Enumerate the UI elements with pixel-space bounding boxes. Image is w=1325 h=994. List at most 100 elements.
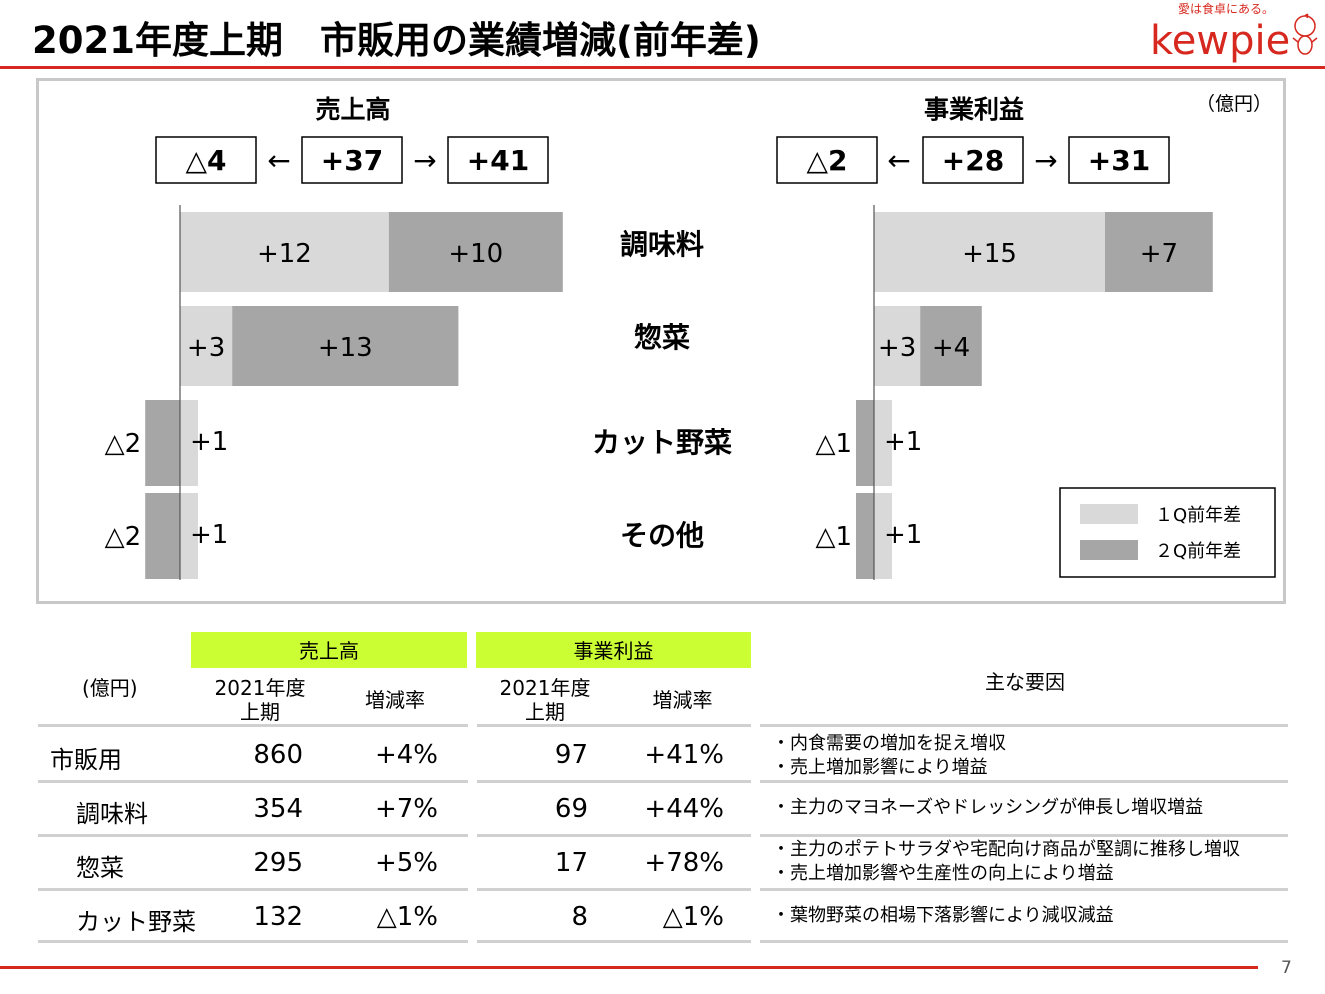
table-divider (760, 888, 1288, 891)
legend-swatch-q2 (1080, 540, 1138, 560)
profit-rate-header: 増減率 (652, 688, 713, 712)
sales-q1-label: +3 (187, 333, 225, 363)
legend-box (1059, 487, 1276, 578)
sales-value: 860 (253, 740, 303, 770)
table-divider (477, 780, 751, 783)
profit-q1-bar (874, 493, 892, 579)
sales-value: 132 (253, 902, 303, 932)
table-divider (477, 834, 751, 837)
profit-q1-total-box (776, 136, 878, 184)
profit-q1-bar (874, 400, 892, 486)
legend-swatch-q1 (1080, 504, 1138, 524)
reason-line: ・売上増加影響や生産性の向上により増益 (772, 863, 1114, 884)
table-divider (760, 780, 1288, 783)
reason-line: ・葉物野菜の相場下落影響により減収減益 (772, 905, 1114, 926)
period-label-line2: 上期 (240, 700, 280, 724)
sales-q2-bar (388, 212, 563, 292)
sales-q2-total: +37 (321, 144, 383, 177)
period-label-line1: 2021年度 (214, 676, 306, 700)
reason-header: 主な要因 (985, 670, 1065, 694)
table-divider (38, 940, 468, 943)
table-header-sales: 売上高 (191, 632, 467, 668)
sales-chart-title: 売上高 (315, 95, 390, 124)
profit-q2-total: +28 (942, 144, 1004, 177)
table-divider (760, 724, 1288, 727)
period-label-line2: 上期 (525, 700, 565, 724)
table-unit-label: (億円) (82, 676, 138, 700)
profit-q1-bar (874, 212, 1105, 292)
profit-rate: +41% (644, 740, 724, 770)
sales-arrow-right: → (413, 144, 436, 177)
profit-q2-label: +4 (932, 333, 970, 363)
sales-q2-bar (145, 493, 180, 579)
sales-q2-total-box (301, 136, 403, 184)
table-header-profit: 事業利益 (476, 632, 751, 668)
footer-rule (0, 966, 1258, 969)
row-name: 市販用 (50, 746, 122, 774)
profit-q1-label: +1 (884, 427, 922, 457)
table-divider (38, 780, 468, 783)
sales-rate: +4% (374, 740, 438, 770)
category-label: 調味料 (620, 228, 704, 261)
table-divider (477, 724, 751, 727)
unit-label: （億円） (1196, 93, 1272, 115)
reason-line: ・主力のポテトサラダや宅配向け商品が堅調に推移し増収 (772, 839, 1240, 860)
table-divider (477, 940, 751, 943)
sales-rate: +5% (374, 848, 438, 878)
table-divider (38, 724, 468, 727)
sales-q1-bar (180, 400, 198, 486)
summary-table: 売上高 事業利益 (億円) 2021年度 上期 増減率 2021年度 上期 増減… (0, 630, 1325, 950)
sales-period-header: 2021年度 上期 (200, 676, 320, 724)
sales-q1-bar (180, 306, 233, 386)
profit-arrow-right: → (1034, 144, 1057, 177)
legend-label-q1: １Q前年差 (1155, 505, 1241, 526)
profit-rate: +44% (644, 794, 724, 824)
sales-rate: △1% (376, 902, 438, 932)
header-rule (0, 66, 1325, 69)
sales-rate: +7% (374, 794, 438, 824)
profit-chart-title: 事業利益 (924, 95, 1024, 124)
profit-q2-label: △1 (815, 429, 852, 459)
category-label: その他 (620, 519, 704, 552)
brand-tagline: 愛は食卓にある。 (1178, 2, 1275, 16)
profit-value: 97 (554, 740, 588, 770)
reason-line: ・売上増加影響により増益 (772, 757, 988, 778)
profit-q1-total: △2 (806, 144, 847, 177)
reason-line: ・主力のマヨネーズやドレッシングが伸長し増収増益 (772, 797, 1204, 818)
sales-q2-label: △2 (105, 429, 142, 459)
row-name: カット野菜 (76, 908, 196, 936)
sales-q2-bar (145, 400, 180, 486)
kewpie-doll-icon (1292, 13, 1318, 55)
profit-period-header: 2021年度 上期 (485, 676, 605, 724)
sales-q1-bar (180, 493, 198, 579)
sales-q1-total: △4 (185, 144, 226, 177)
row-name: 調味料 (76, 800, 148, 828)
brand-logo: kewpie (1150, 18, 1291, 64)
sales-q2-label: +13 (318, 333, 373, 363)
sales-q1-total-box (155, 136, 257, 184)
page-title: 2021年度上期 市販用の業績増減(前年差) (32, 19, 761, 62)
sales-value: 295 (253, 848, 303, 878)
sales-q1-label: +12 (257, 239, 312, 269)
sales-total: +41 (467, 144, 529, 177)
period-label-line1: 2021年度 (499, 676, 591, 700)
sales-q1-label: +1 (190, 520, 228, 550)
sales-value: 354 (253, 794, 303, 824)
sales-q2-bar (232, 306, 459, 386)
profit-q1-label: +15 (962, 239, 1017, 269)
profit-value: 17 (554, 848, 588, 878)
profit-q1-bar (874, 306, 921, 386)
profit-value: 69 (554, 794, 588, 824)
category-label: カット野菜 (592, 426, 732, 459)
profit-value: 8 (571, 902, 588, 932)
profit-rate: +78% (644, 848, 724, 878)
sales-q1-bar (180, 212, 389, 292)
reason-line: ・内食需要の増加を捉え増収 (772, 733, 1006, 754)
chart-panel (36, 78, 1286, 604)
sales-q2-label: △2 (105, 522, 142, 552)
profit-q2-bar (1105, 212, 1213, 292)
table-divider (38, 834, 468, 837)
table-divider (760, 834, 1288, 837)
profit-q2-bar (856, 493, 874, 579)
profit-q2-bar (856, 400, 874, 486)
